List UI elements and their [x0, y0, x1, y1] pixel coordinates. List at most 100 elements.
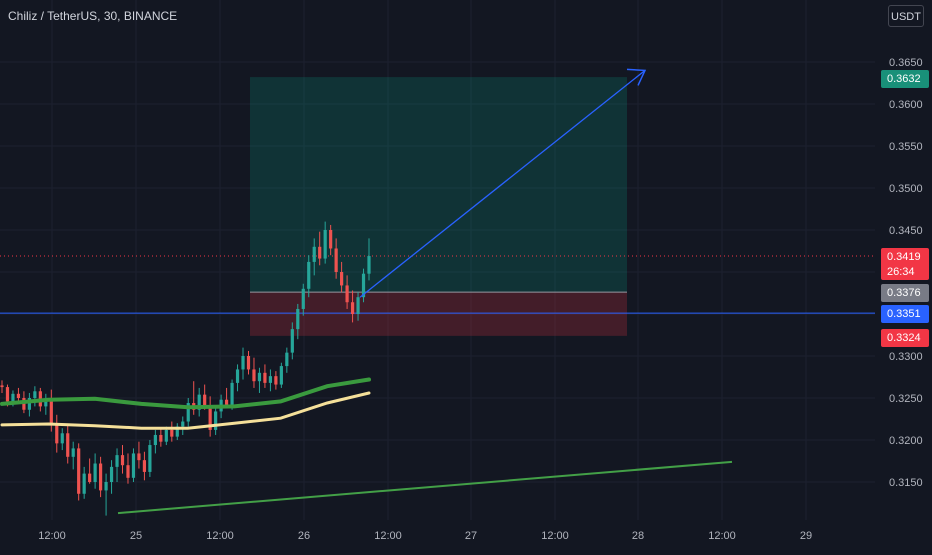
candle-body [340, 272, 344, 286]
candle-body [241, 356, 245, 370]
y-tick-label: 0.3250 [889, 393, 923, 405]
candle-body [318, 246, 322, 259]
x-tick-label: 12:00 [206, 530, 234, 542]
candle-body [285, 352, 289, 367]
stop-loss-zone [250, 292, 627, 336]
candle-body [11, 393, 15, 402]
x-tick-label: 12:00 [374, 530, 402, 542]
candle-body [301, 288, 305, 309]
candle-body [5, 387, 10, 402]
candle-body [153, 434, 157, 446]
x-tick-label: 12:00 [38, 530, 66, 542]
candle-body [159, 434, 163, 442]
candle-body [186, 403, 190, 422]
candle-body [329, 230, 333, 249]
entry-price-label: 0.3376 [881, 284, 929, 302]
candle-body [44, 398, 48, 407]
candle-body [312, 246, 316, 262]
candle-body [203, 394, 207, 407]
candle-body [93, 463, 97, 482]
bar-countdown: 26:34 [887, 266, 915, 278]
y-tick-label: 0.3500 [889, 183, 923, 195]
x-tick-label: 12:00 [541, 530, 569, 542]
last-price-label: 0.3419 26:34 [881, 248, 929, 280]
candle-body [55, 424, 59, 444]
candle-body [268, 376, 273, 383]
candle-body [334, 248, 338, 272]
x-tick-label: 28 [632, 530, 644, 542]
stop-price-label: 0.3324 [881, 329, 929, 347]
candle-body [60, 433, 64, 444]
candle-body [164, 429, 168, 442]
candle-body [230, 382, 234, 405]
candle-body [77, 448, 81, 494]
candle-body [350, 302, 355, 314]
candle-body [208, 406, 212, 430]
currency-button[interactable]: USDT [888, 5, 924, 27]
candle-body [367, 256, 371, 274]
x-tick-label: 12:00 [708, 530, 736, 542]
candle-body [88, 473, 92, 482]
candle-body [109, 466, 114, 482]
x-tick-label: 27 [465, 530, 477, 542]
symbol-title[interactable]: Chiliz / TetherUS, 30, BINANCE [8, 9, 178, 23]
candle-body [356, 297, 360, 314]
candle-body [224, 399, 229, 405]
y-tick-label: 0.3300 [889, 351, 923, 363]
candle-body [323, 230, 327, 259]
x-tick-label: 29 [800, 530, 812, 542]
horizontal-line-label: 0.3351 [881, 305, 929, 323]
candle-body [235, 369, 240, 383]
y-tick-label: 0.3450 [889, 225, 923, 237]
y-tick-label: 0.3650 [889, 57, 923, 69]
x-tick-label: 26 [298, 530, 310, 542]
candle-body [257, 372, 262, 382]
candle-body [197, 394, 201, 410]
projection-arrow [359, 69, 646, 298]
candle-body [126, 465, 130, 478]
target-price-label: 0.3632 [881, 70, 929, 88]
candle-body [104, 482, 108, 491]
candle-body [137, 453, 141, 461]
candle-body [82, 473, 86, 494]
candle-body [66, 433, 70, 457]
candle-body [71, 448, 75, 457]
y-tick-label: 0.3200 [889, 435, 923, 447]
candle-body [252, 369, 256, 382]
candle-body [142, 460, 147, 472]
candle-body [175, 426, 179, 437]
y-tick-label: 0.3600 [889, 99, 923, 111]
candle-body [49, 398, 53, 425]
candle-body [290, 329, 294, 353]
candle-body [0, 385, 4, 388]
take-profit-zone [250, 77, 627, 293]
candle-body [33, 391, 37, 398]
candle-body [181, 421, 185, 427]
candle-body [214, 411, 218, 430]
candle-body [98, 463, 103, 491]
candle-body [131, 453, 136, 478]
candle-body [307, 261, 311, 289]
candle-body [246, 356, 251, 370]
candle-body [274, 376, 278, 385]
projection-arrowhead [626, 68, 647, 86]
candle-body [263, 372, 267, 383]
y-tick-label: 0.3550 [889, 141, 923, 153]
candle-body [115, 455, 119, 467]
candle-body [361, 273, 366, 298]
candle-body [170, 429, 174, 437]
trend-line [117, 460, 733, 515]
ma-fast-line [0, 377, 371, 410]
candle-body [120, 455, 125, 466]
candle-body [148, 445, 152, 472]
candle-body [345, 285, 349, 303]
candle-body [27, 398, 31, 410]
x-tick-label: 25 [130, 530, 142, 542]
candle-body [16, 393, 21, 398]
candle-body [279, 366, 283, 385]
candle-body [296, 308, 300, 330]
last-price-value: 0.3419 [887, 251, 921, 263]
ma-slow-line [0, 391, 371, 430]
